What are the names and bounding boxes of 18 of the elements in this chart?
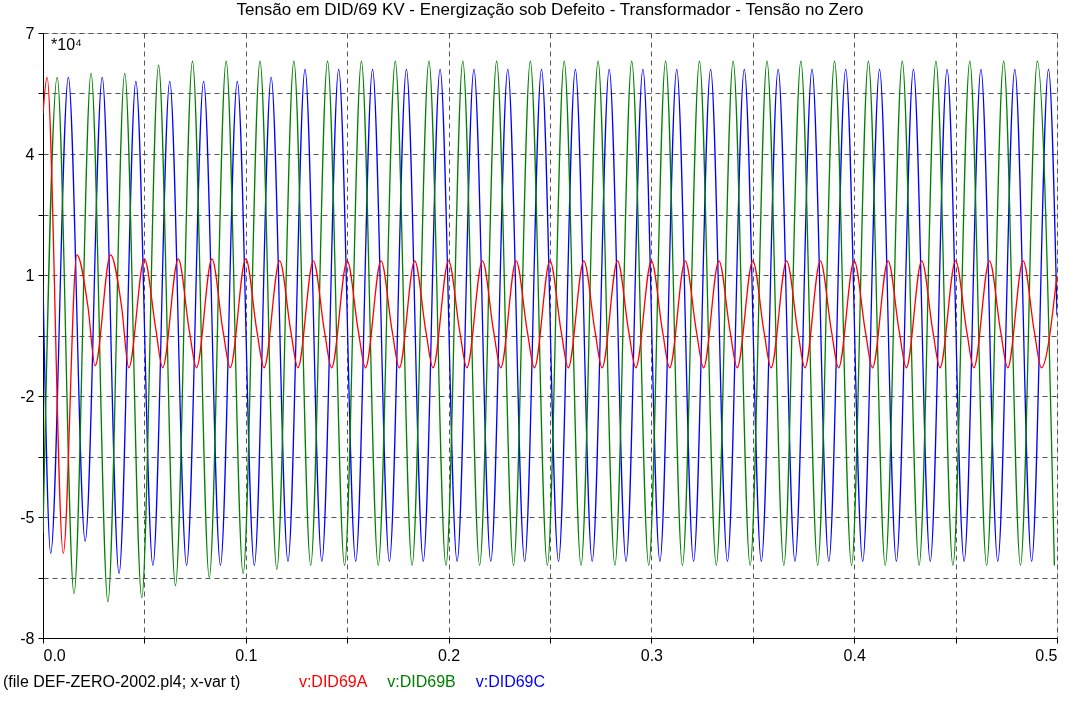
text: v:DID69C [475, 673, 546, 690]
x-tick-label: 0.3 [640, 646, 664, 664]
x-tick-label: 0.0 [43, 646, 66, 664]
x-tick-label: 0.1 [235, 646, 258, 664]
y-tick-label: 1 [25, 266, 35, 284]
text: (file DEF-ZERO-2002.pl4; x-var t) [3, 673, 241, 690]
y-tick-label: 7 [25, 24, 35, 42]
y-tick-label: -8 [20, 629, 35, 647]
text: v:DID69A [298, 673, 368, 690]
annotation: *10⁴ [51, 36, 83, 53]
x-tick-label: 0.2 [437, 646, 461, 664]
x-tick-label: 0.4 [843, 646, 866, 664]
text: v:DID69B [387, 673, 456, 690]
y-tick-label: -2 [20, 387, 35, 405]
x-tick-label: 0.5 [1035, 646, 1058, 664]
chart-title: Tensão em DID/69 KV - Energização sob Defeito - Transformador - Tensão no Zero [236, 0, 864, 19]
y-tick-label: -5 [20, 508, 35, 526]
y-tick-label: 4 [25, 145, 35, 163]
